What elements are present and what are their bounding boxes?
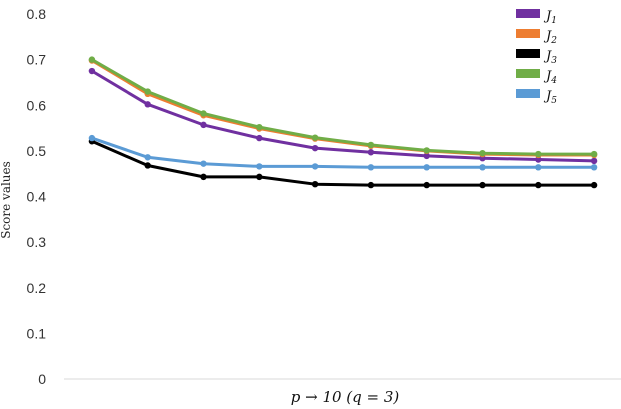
series-line xyxy=(90,58,596,156)
legend-item: J5 xyxy=(516,89,557,106)
data-point xyxy=(256,163,263,170)
y-tick-label: 0.6 xyxy=(27,97,47,113)
data-point xyxy=(423,164,430,171)
series-layer xyxy=(88,56,598,189)
data-point xyxy=(311,134,319,141)
data-point xyxy=(88,56,96,63)
series-j5 xyxy=(88,134,598,171)
legend-item: J2 xyxy=(516,29,557,46)
y-tick-label: 0.2 xyxy=(27,280,47,296)
y-tick-label: 0 xyxy=(38,371,46,387)
series-j3 xyxy=(88,138,598,189)
legend-item: J3 xyxy=(516,49,557,66)
y-tick-label: 0.1 xyxy=(27,325,47,341)
legend-swatch xyxy=(516,29,540,38)
data-point xyxy=(590,150,598,158)
data-point xyxy=(88,67,96,75)
legend-swatch xyxy=(516,69,540,78)
series-j4 xyxy=(88,56,598,158)
y-tick-label: 0.3 xyxy=(27,234,47,250)
data-point xyxy=(367,181,375,189)
data-point xyxy=(367,149,375,156)
legend-swatch xyxy=(516,89,540,98)
data-point xyxy=(535,156,542,163)
data-point xyxy=(256,173,263,181)
legend-swatch xyxy=(516,9,540,18)
data-point xyxy=(423,181,430,189)
data-point xyxy=(367,141,375,149)
series-line xyxy=(90,136,596,169)
y-tick-label: 0.8 xyxy=(27,6,47,22)
legend-label: J3 xyxy=(543,49,557,66)
y-tick-label: 0.4 xyxy=(27,189,47,205)
legend-item: J1 xyxy=(516,9,557,26)
data-point xyxy=(144,162,151,169)
data-point xyxy=(590,181,598,189)
data-point xyxy=(479,149,486,157)
data-point xyxy=(311,144,319,152)
data-point xyxy=(88,134,96,142)
legend-swatch xyxy=(516,49,540,58)
y-axis-ticks: 0 0.1 0.2 0.3 0.4 0.5 0.6 0.7 0.8 xyxy=(27,6,47,387)
series-j1 xyxy=(88,67,598,165)
data-point xyxy=(200,110,207,117)
data-point xyxy=(423,147,430,154)
legend-label: J1 xyxy=(543,9,557,26)
data-point xyxy=(367,164,375,171)
data-point xyxy=(535,181,542,189)
data-point xyxy=(590,157,598,165)
series-line xyxy=(90,69,596,163)
data-point xyxy=(200,121,207,129)
data-point xyxy=(535,150,542,158)
legend: J1 J2 J3 J4 J5 xyxy=(516,9,557,106)
legend-item: J4 xyxy=(516,69,557,86)
data-point xyxy=(479,164,486,171)
data-point xyxy=(311,180,319,188)
legend-label: J2 xyxy=(543,29,557,46)
data-point xyxy=(200,160,207,167)
legend-label: J4 xyxy=(543,69,557,86)
data-point xyxy=(535,164,542,171)
data-point xyxy=(590,164,598,171)
data-point xyxy=(311,163,319,170)
data-point xyxy=(144,154,151,161)
data-point xyxy=(256,123,263,131)
data-point xyxy=(144,88,151,95)
legend-label: J5 xyxy=(543,89,557,106)
data-point xyxy=(144,101,151,108)
y-axis-title: Score values xyxy=(0,161,13,239)
data-point xyxy=(423,152,430,160)
y-tick-label: 0.7 xyxy=(27,52,47,68)
series-line xyxy=(90,139,596,187)
data-point xyxy=(256,134,263,142)
data-point xyxy=(200,173,207,181)
y-tick-label: 0.5 xyxy=(27,143,47,159)
x-axis-title: p → 10 (q = 3) xyxy=(291,388,400,406)
data-point xyxy=(479,181,486,189)
